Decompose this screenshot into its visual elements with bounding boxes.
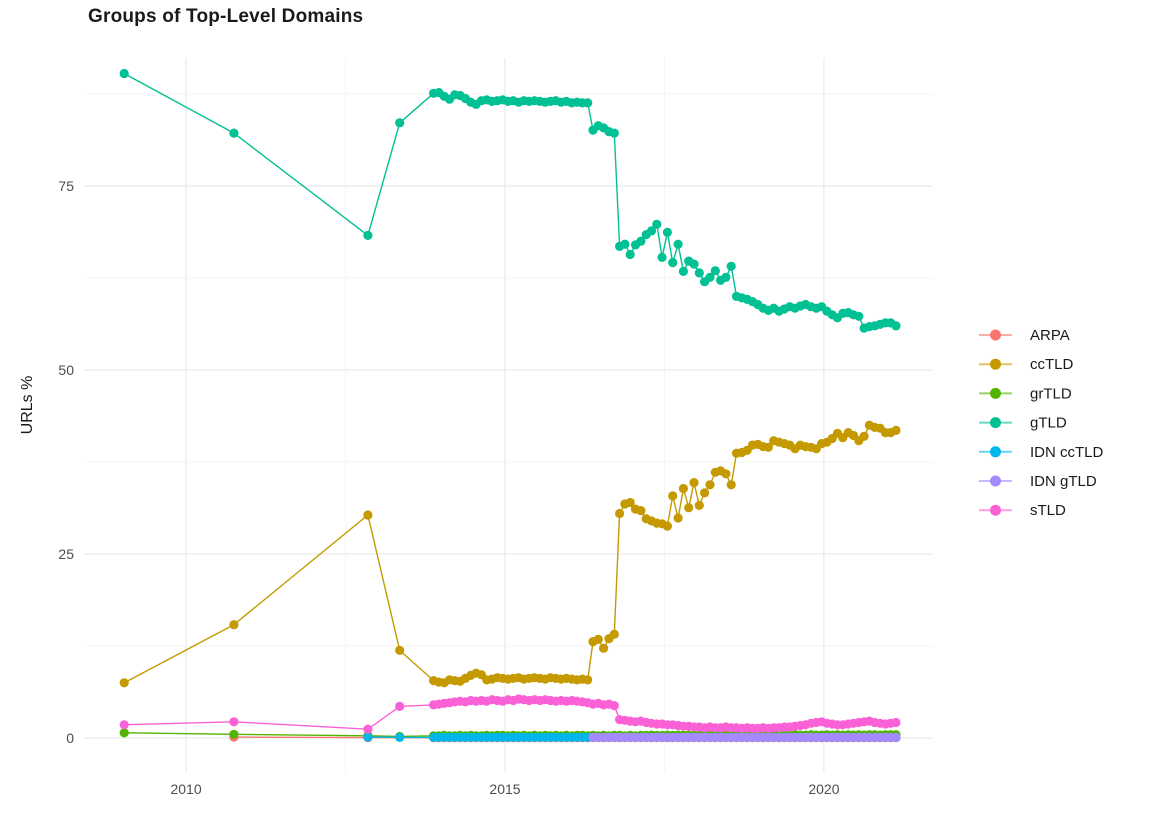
- x-tick-label: 2020: [808, 781, 839, 797]
- data-point: [694, 268, 704, 278]
- data-point: [363, 732, 373, 742]
- data-point: [705, 480, 715, 490]
- data-point: [694, 500, 704, 510]
- legend-label: sTLD: [1030, 502, 1066, 519]
- legend-label: ccTLD: [1030, 356, 1074, 373]
- data-point: [119, 720, 129, 730]
- legend: ARPA ccTLD grTLD gTLD IDN ccTLD IDN gTLD sTLD: [979, 327, 1104, 519]
- data-point: [229, 128, 239, 138]
- series-IDN-gTLD: [588, 732, 901, 742]
- legend-key-point: [990, 358, 1001, 370]
- data-point: [678, 483, 689, 494]
- legend-label: gTLD: [1030, 415, 1067, 432]
- series-sTLD: [119, 694, 901, 734]
- data-point: [891, 321, 901, 331]
- data-point: [119, 728, 129, 738]
- data-point: [662, 227, 673, 237]
- data-point: [395, 732, 405, 743]
- data-point: [763, 442, 774, 452]
- data-point: [678, 266, 689, 276]
- data-point: [891, 425, 901, 435]
- data-point: [646, 226, 657, 236]
- data-point: [119, 68, 129, 79]
- legend-key-point: [990, 417, 1001, 429]
- data-point: [583, 98, 593, 108]
- data-point: [721, 469, 731, 479]
- minor-gridlines: [84, 58, 933, 772]
- legend-key-point: [990, 329, 1001, 341]
- data-point: [625, 249, 635, 260]
- data-point: [859, 431, 869, 441]
- y-tick-label: 50: [58, 362, 74, 378]
- legend-key-point: [990, 446, 1001, 458]
- legend-label: grTLD: [1030, 385, 1072, 402]
- data-point: [891, 732, 901, 742]
- data-point: [668, 258, 678, 268]
- data-point: [689, 259, 699, 269]
- data-point: [609, 701, 619, 711]
- data-point: [662, 521, 673, 531]
- y-tick-label: 25: [58, 546, 74, 562]
- data-point: [673, 513, 683, 523]
- data-point: [599, 643, 609, 653]
- data-point: [668, 491, 678, 501]
- legend-item-grTLD: grTLD: [979, 385, 1072, 402]
- data-point: [615, 508, 625, 519]
- data-point: [726, 480, 736, 490]
- data-point: [395, 645, 405, 656]
- data-point: [119, 678, 129, 688]
- data-point: [636, 506, 646, 516]
- series-gTLD: [119, 68, 901, 333]
- legend-label: ARPA: [1030, 327, 1070, 344]
- legend-key-point: [990, 504, 1001, 516]
- data-point: [363, 230, 373, 240]
- data-point: [609, 629, 619, 639]
- data-point: [593, 634, 603, 645]
- data-point: [229, 717, 239, 727]
- legend-item-gTLD: gTLD: [979, 415, 1067, 432]
- legend-key-point: [990, 475, 1001, 487]
- legend-item-ARPA: ARPA: [979, 327, 1070, 344]
- x-tick-label: 2010: [170, 781, 201, 797]
- data-point: [705, 272, 715, 282]
- data-point: [363, 510, 373, 520]
- data-point: [395, 701, 405, 712]
- data-point: [710, 266, 720, 276]
- legend-label: IDN gTLD: [1030, 473, 1097, 490]
- legend-label: IDN ccTLD: [1030, 444, 1104, 461]
- data-point: [363, 724, 373, 734]
- legend-item-IDN-ccTLD: IDN ccTLD: [979, 444, 1104, 461]
- data-point: [583, 675, 593, 685]
- data-point: [726, 261, 736, 271]
- y-tick-label: 0: [66, 730, 74, 746]
- y-tick-label: 75: [58, 178, 74, 194]
- series-ccTLD: [119, 420, 901, 688]
- data-point: [854, 311, 864, 321]
- legend-item-IDN-gTLD: IDN gTLD: [979, 473, 1097, 490]
- x-tick-label: 2015: [489, 781, 520, 797]
- data-point: [700, 488, 710, 498]
- data-point: [620, 239, 630, 249]
- major-gridlines: [84, 58, 933, 772]
- data-point: [625, 497, 635, 508]
- data-point: [891, 717, 901, 728]
- data-point: [657, 252, 667, 262]
- data-point: [229, 620, 239, 630]
- data-point: [721, 272, 731, 282]
- legend-item-ccTLD: ccTLD: [979, 356, 1074, 373]
- chart-title: Groups of Top-Level Domains: [88, 6, 364, 27]
- data-point: [636, 236, 646, 246]
- data-point: [395, 118, 405, 128]
- legend-item-sTLD: sTLD: [979, 502, 1066, 519]
- data-point: [609, 128, 619, 138]
- data-point: [673, 239, 683, 249]
- data-point: [652, 219, 662, 229]
- data-point: [689, 478, 699, 488]
- data-point: [229, 729, 239, 739]
- legend-key-point: [990, 387, 1001, 399]
- data-point: [684, 503, 694, 513]
